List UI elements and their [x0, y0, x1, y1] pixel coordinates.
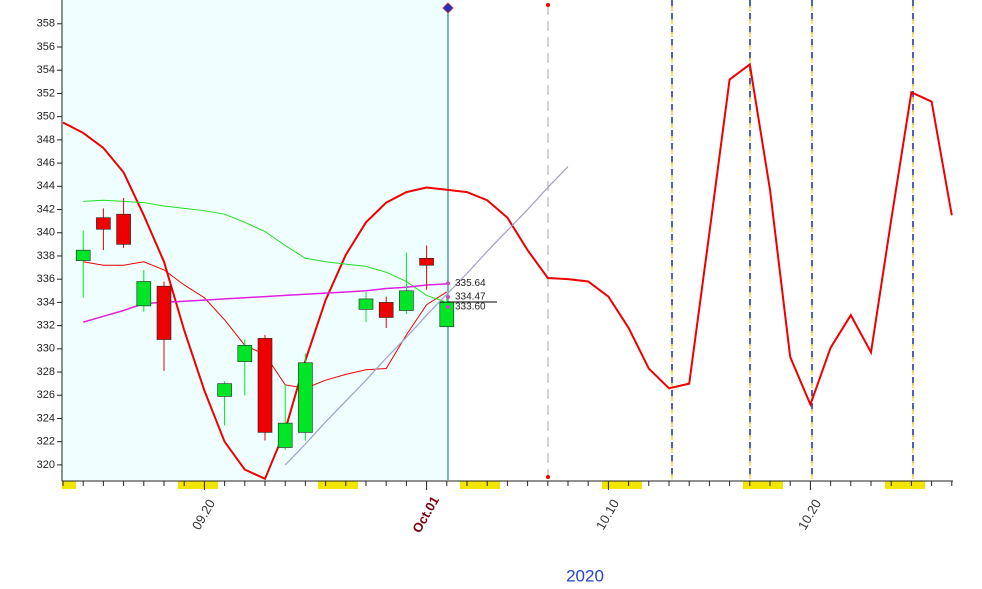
y-tick-label: 348: [37, 134, 55, 146]
y-tick-label: 344: [37, 180, 55, 192]
price-marker: [446, 294, 450, 299]
y-tick-label: 358: [37, 18, 55, 30]
y-tick-label: 334: [37, 296, 55, 308]
candle-body: [277, 422, 293, 448]
price-label: 334.47: [455, 292, 486, 303]
x-axis-label: 2020: [566, 566, 604, 585]
y-tick-label: 330: [37, 343, 55, 355]
series-line: [284, 166, 569, 466]
candle-body: [217, 383, 232, 397]
candle-body: [419, 257, 434, 266]
y-tick-label: 336: [37, 273, 55, 285]
y-tick-label: 326: [37, 389, 55, 401]
x-tick-label: 10.20: [795, 497, 824, 533]
y-tick-label: 328: [37, 366, 55, 378]
y-tick-label: 350: [37, 111, 55, 123]
price-marker: [446, 281, 450, 286]
candle-body: [378, 302, 394, 318]
candle-body: [399, 290, 414, 311]
y-tick-label: 320: [37, 459, 55, 471]
candle-body: [257, 338, 273, 433]
price-label: 335.64: [455, 278, 486, 289]
yellow-bars: [62, 481, 925, 489]
candle-body: [116, 213, 131, 245]
cycle-markers: [440, 0, 914, 480]
y-tick-label: 340: [37, 227, 55, 239]
y-tick-label: 356: [37, 41, 55, 53]
y-tick-label: 352: [37, 87, 55, 99]
candle-body: [156, 285, 172, 340]
x-tick-label: Oct.01: [409, 494, 442, 536]
price-label: 333.60: [455, 302, 486, 313]
series-line: [83, 199, 447, 303]
candle-body: [75, 249, 91, 261]
candle-body: [136, 281, 152, 307]
y-tick-label: 332: [37, 320, 55, 332]
y-tick-label: 338: [37, 250, 55, 262]
y-tick-label: 342: [37, 203, 55, 215]
x-tick-label: 09.20: [189, 497, 218, 533]
candle-body: [298, 362, 313, 433]
price-marker: [446, 305, 450, 310]
candle-body: [96, 217, 111, 230]
candle-body: [439, 302, 455, 328]
y-tick-label: 354: [37, 64, 55, 76]
candle-body: [358, 298, 374, 310]
y-tick-label: 322: [37, 436, 55, 448]
y-tick-label: 324: [37, 412, 55, 424]
y-tick-label: 346: [37, 157, 55, 169]
candle-body: [237, 345, 253, 362]
series-line: [62, 62, 953, 481]
x-tick-label: 10.10: [593, 497, 622, 533]
